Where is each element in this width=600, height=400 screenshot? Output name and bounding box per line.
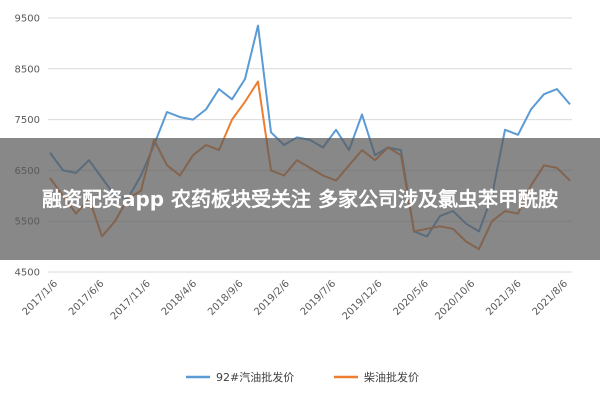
y-tick-label: 4500 — [15, 268, 40, 279]
x-tick-label: 2017/11/6 — [109, 278, 153, 322]
banner-title: 融资配资app 农药板块受关注 多家公司涉及氯虫苯甲酰胺 — [41, 187, 559, 211]
x-tick-label: 2017/6/6 — [67, 278, 107, 318]
x-tick-label: 2019/2/6 — [252, 278, 292, 318]
x-tick-label: 2018/9/6 — [206, 278, 246, 318]
legend-label: 柴油批发价 — [364, 370, 419, 384]
y-tick-label: 8500 — [15, 64, 40, 75]
legend: 92#汽油批发价 柴油批发价 — [186, 370, 419, 384]
x-tick-label: 2020/10/6 — [433, 278, 477, 322]
x-axis-tick-labels: 2017/1/6 2017/6/6 2017/11/6 2018/4/6 2018/9/… — [21, 278, 571, 322]
x-tick-label: 2017/1/6 — [21, 278, 61, 318]
x-tick-label: 2019/7/6 — [299, 278, 339, 318]
title-banner: 融资配资app 农药板块受关注 多家公司涉及氯虫苯甲酰胺 — [0, 138, 600, 260]
x-tick-label: 2018/4/6 — [160, 278, 200, 318]
y-tick-label: 7500 — [15, 115, 40, 126]
x-tick-label: 2020/5/6 — [391, 278, 431, 318]
legend-label: 92#汽油批发价 — [216, 370, 294, 384]
x-tick-label: 2021/3/6 — [484, 278, 524, 318]
x-tick-label: 2019/12/6 — [341, 278, 385, 322]
y-tick-label: 9500 — [15, 14, 40, 25]
x-tick-label: 2021/8/6 — [531, 278, 571, 318]
